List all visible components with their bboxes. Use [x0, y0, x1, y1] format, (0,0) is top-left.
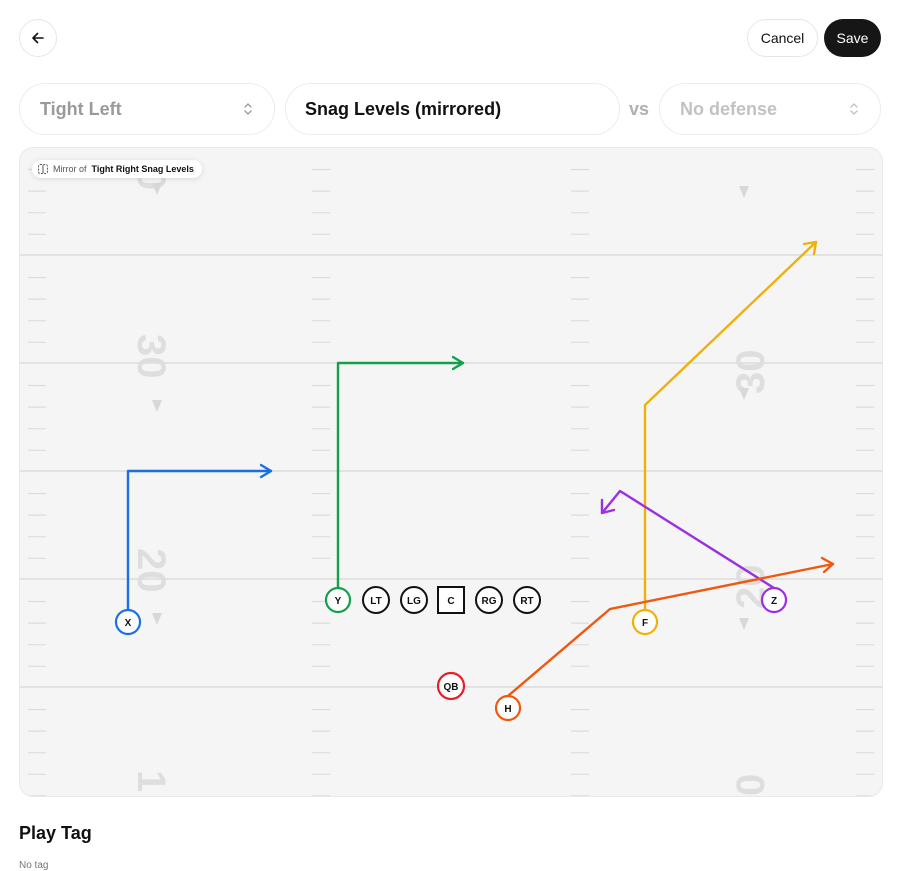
players: X Y LT LG C RG [114, 586, 788, 722]
arrow-left-icon [32, 32, 44, 44]
formation-value: Tight Left [40, 98, 122, 119]
back-button[interactable] [19, 19, 57, 57]
player-rg[interactable]: RG [475, 586, 503, 614]
route-y-arrow [451, 355, 465, 371]
yard-markers [152, 183, 749, 630]
svg-text:Z: Z [771, 596, 777, 607]
player-f[interactable]: F [631, 608, 659, 636]
svg-text:Y: Y [335, 596, 342, 607]
yard-number: 30 [729, 350, 773, 395]
player-lt[interactable]: LT [362, 586, 390, 614]
svg-text:RT: RT [520, 596, 533, 607]
route-z-arrow [600, 498, 616, 515]
player-rt[interactable]: RT [513, 586, 541, 614]
route-x[interactable] [126, 469, 273, 612]
routes [126, 240, 835, 698]
chevron-up-down-icon [244, 103, 252, 115]
defense-select[interactable]: No defense [659, 83, 881, 135]
player-qb[interactable]: QB [436, 671, 466, 701]
route-y[interactable] [336, 361, 465, 590]
mirror-badge: Mirror of Tight Right Snag Levels [32, 160, 202, 178]
player-h[interactable]: H [494, 694, 522, 722]
route-h[interactable] [506, 562, 835, 698]
cancel-button[interactable]: Cancel [747, 19, 818, 57]
yard-number: 20 [129, 548, 173, 593]
yard-number: 0 [729, 774, 773, 796]
yard-numbers: 0 30 20 1 4 30 20 0 [129, 168, 773, 796]
player-c[interactable]: C [437, 586, 465, 614]
route-h-arrow [820, 556, 835, 574]
field-markings [20, 168, 882, 796]
player-z[interactable]: Z [760, 586, 788, 614]
mirror-source: Tight Right Snag Levels [91, 164, 194, 174]
mirror-prefix: Mirror of [53, 164, 87, 174]
route-x-arrow [259, 463, 273, 479]
play-name-input[interactable]: Snag Levels (mirrored) [285, 83, 620, 135]
svg-text:F: F [642, 618, 648, 629]
route-f[interactable] [643, 240, 818, 612]
route-f-arrow [802, 240, 818, 256]
defense-value: No defense [680, 98, 778, 119]
yard-number: 1 [129, 770, 173, 792]
svg-text:QB: QB [444, 682, 459, 693]
player-x[interactable]: X [114, 608, 142, 636]
play-tag-heading: Play Tag [19, 823, 92, 843]
svg-text:X: X [125, 618, 132, 629]
route-z[interactable] [600, 489, 776, 590]
yard-number: 30 [129, 334, 173, 379]
svg-text:RG: RG [482, 596, 497, 607]
play-tag-value[interactable]: No tag [19, 860, 49, 871]
player-y[interactable]: Y [324, 586, 352, 614]
svg-text:C: C [447, 596, 454, 607]
svg-text:H: H [504, 704, 511, 715]
play-field[interactable]: 0 30 20 1 4 30 20 0 [19, 147, 883, 797]
mirror-icon [38, 164, 48, 174]
svg-text:LG: LG [407, 596, 421, 607]
player-lg[interactable]: LG [400, 586, 428, 614]
save-button[interactable]: Save [824, 19, 881, 57]
formation-select[interactable]: Tight Left [19, 83, 275, 135]
svg-text:LT: LT [370, 596, 381, 607]
chevron-up-down-icon [850, 103, 858, 115]
vs-label: vs [629, 99, 650, 119]
